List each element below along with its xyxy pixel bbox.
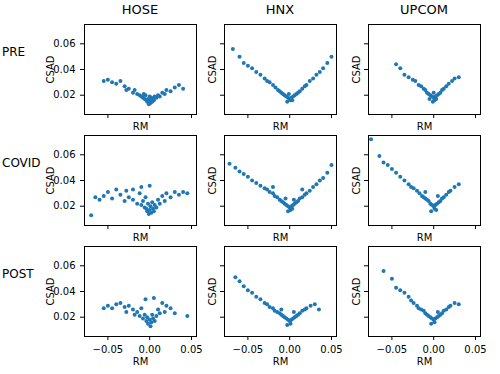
svg-text:0.05: 0.05 xyxy=(464,344,486,355)
svg-text:0.02: 0.02 xyxy=(53,200,75,211)
svg-text:CSAD: CSAD xyxy=(45,55,56,83)
html-text:HNX: HNX xyxy=(265,2,295,17)
html-text:POST: POST xyxy=(2,267,34,281)
svg-text:RM: RM xyxy=(417,121,433,132)
html-text:UPCOM: UPCOM xyxy=(400,2,448,17)
svg-text:0.04: 0.04 xyxy=(53,175,75,186)
svg-text:CSAD: CSAD xyxy=(207,55,218,83)
svg-text:0.05: 0.05 xyxy=(320,344,342,355)
svg-text:0.00: 0.00 xyxy=(423,344,445,355)
svg-text:RM: RM xyxy=(273,121,289,132)
svg-text:−0.05: −0.05 xyxy=(377,344,408,355)
svg-text:−0.05: −0.05 xyxy=(93,344,124,355)
svg-text:RM: RM xyxy=(133,232,149,243)
svg-text:CSAD: CSAD xyxy=(207,277,218,305)
html-text:COVID: COVID xyxy=(2,156,41,170)
svg-text:RM: RM xyxy=(273,232,289,243)
svg-text:RM: RM xyxy=(273,356,289,367)
svg-text:CSAD: CSAD xyxy=(351,277,362,305)
html-text:PRE: PRE xyxy=(2,45,26,59)
svg-text:RM: RM xyxy=(417,232,433,243)
svg-text:0.04: 0.04 xyxy=(53,64,75,75)
svg-text:RM: RM xyxy=(133,121,149,132)
svg-text:0.04: 0.04 xyxy=(53,286,75,297)
svg-text:CSAD: CSAD xyxy=(351,55,362,83)
svg-text:0.00: 0.00 xyxy=(279,344,301,355)
html-text:HOSE: HOSE xyxy=(121,2,159,17)
svg-text:0.05: 0.05 xyxy=(180,344,202,355)
svg-text:0.06: 0.06 xyxy=(53,260,75,271)
svg-text:0.06: 0.06 xyxy=(53,38,75,49)
svg-text:0.06: 0.06 xyxy=(53,149,75,160)
svg-text:CSAD: CSAD xyxy=(207,166,218,194)
svg-text:RM: RM xyxy=(417,356,433,367)
svg-text:CSAD: CSAD xyxy=(45,277,56,305)
svg-text:CSAD: CSAD xyxy=(351,166,362,194)
svg-text:−0.05: −0.05 xyxy=(233,344,264,355)
svg-text:CSAD: CSAD xyxy=(45,166,56,194)
svg-text:0.02: 0.02 xyxy=(53,311,75,322)
svg-text:RM: RM xyxy=(133,356,149,367)
svg-text:0.00: 0.00 xyxy=(139,344,161,355)
svg-text:0.02: 0.02 xyxy=(53,89,75,100)
